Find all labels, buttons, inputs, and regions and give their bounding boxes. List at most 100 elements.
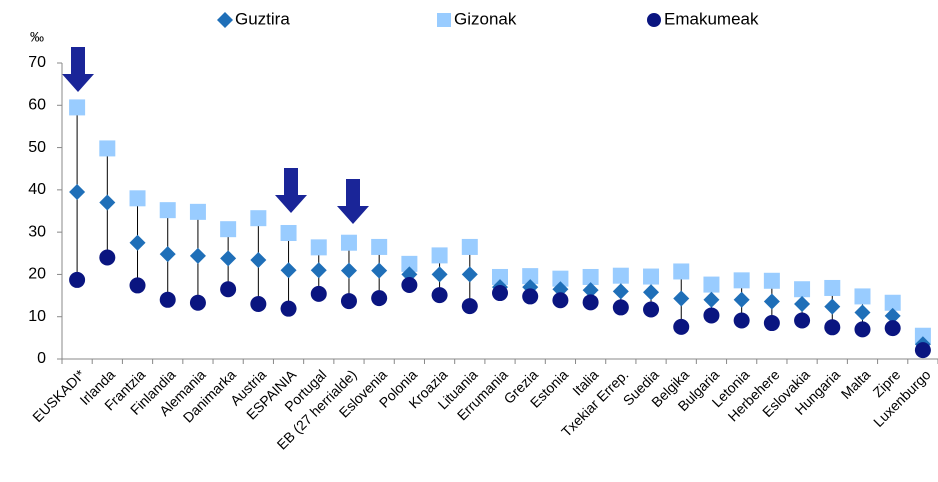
- arrow: [62, 47, 94, 92]
- legend-label: Emakumeak: [664, 9, 759, 28]
- marker-circle: [643, 301, 660, 318]
- marker-square: [371, 238, 388, 255]
- y-axis-unit: ‰: [30, 29, 44, 45]
- marker-circle: [220, 281, 237, 298]
- marker-circle: [763, 315, 780, 332]
- marker-square: [189, 203, 206, 220]
- marker-circle: [310, 285, 327, 302]
- marker-circle: [250, 296, 267, 313]
- marker-diamond: [703, 291, 720, 308]
- marker-diamond: [280, 262, 297, 279]
- marker-circle: [431, 287, 448, 304]
- y-tick-label: 0: [37, 350, 46, 367]
- marker-diamond: [552, 281, 569, 298]
- marker-circle: [824, 319, 841, 336]
- marker-square: [220, 221, 237, 238]
- marker-square: [854, 288, 871, 305]
- marker-diamond: [189, 247, 206, 264]
- y-tick-label: 60: [28, 97, 46, 114]
- marker-square: [522, 268, 539, 285]
- marker-square: [461, 238, 478, 255]
- marker-diamond: [854, 304, 871, 321]
- marker-circle: [854, 321, 871, 338]
- marker-square: [69, 99, 86, 116]
- marker-square: [824, 279, 841, 296]
- marker-circle: [612, 299, 629, 316]
- legend-marker: [647, 13, 661, 27]
- arrow: [337, 179, 369, 224]
- marker-square: [552, 270, 569, 287]
- marker-circle: [794, 312, 811, 329]
- marker-square: [129, 190, 146, 207]
- marker-circle: [99, 249, 116, 266]
- marker-circle: [703, 307, 720, 324]
- marker-circle: [69, 271, 86, 288]
- marker-square: [643, 268, 660, 285]
- marker-diamond: [159, 246, 176, 263]
- marker-square: [280, 224, 297, 241]
- marker-diamond: [220, 250, 237, 267]
- marker-circle: [371, 290, 388, 307]
- y-tick-label: 20: [28, 266, 46, 283]
- marker-circle: [733, 312, 750, 329]
- marker-square: [763, 272, 780, 289]
- marker-diamond: [371, 262, 388, 279]
- marker-diamond: [643, 284, 660, 301]
- y-tick-label: 70: [28, 54, 46, 71]
- marker-square: [582, 268, 599, 285]
- marker-circle: [552, 292, 569, 309]
- marker-square: [99, 140, 116, 157]
- marker-square: [401, 255, 418, 272]
- marker-diamond: [129, 234, 146, 251]
- marker-square: [159, 202, 176, 219]
- y-tick-label: 30: [28, 223, 46, 240]
- marker-circle: [129, 277, 146, 294]
- legend-label: Guztira: [235, 9, 290, 28]
- legend-label: Gizonak: [454, 9, 517, 28]
- marker-square: [794, 281, 811, 298]
- legend-marker: [437, 13, 451, 27]
- marker-square: [250, 210, 267, 227]
- arrow: [275, 168, 307, 213]
- y-tick-label: 40: [28, 181, 46, 198]
- marker-square: [673, 263, 690, 280]
- marker-square: [884, 294, 901, 311]
- marker-diamond: [250, 252, 267, 269]
- marker-square: [492, 268, 508, 285]
- marker-circle: [461, 298, 478, 315]
- arrows: [62, 47, 369, 224]
- marker-diamond: [884, 307, 901, 324]
- marker-circle: [340, 293, 357, 310]
- marker-diamond: [69, 183, 86, 200]
- marker-circle: [189, 294, 206, 311]
- marker-circle: [673, 318, 690, 335]
- y-tick-label: 10: [28, 308, 46, 325]
- marker-square: [612, 267, 629, 284]
- marker-square: [733, 272, 750, 289]
- marker-circle: [914, 342, 931, 359]
- marker-circle: [884, 320, 901, 337]
- marker-diamond: [582, 282, 599, 299]
- marker-diamond: [310, 262, 327, 279]
- marker-circle: [582, 294, 599, 311]
- marker-diamond: [340, 262, 357, 279]
- y-tick-label: 50: [28, 139, 46, 156]
- marker-circle: [522, 288, 539, 305]
- x-tick-label: Malta: [838, 366, 874, 402]
- marker-square: [914, 327, 931, 344]
- marker-circle: [280, 300, 297, 317]
- marker-square: [703, 276, 720, 293]
- marker-diamond: [99, 194, 116, 211]
- marker-circle: [159, 291, 176, 308]
- marker-diamond: [763, 293, 780, 310]
- marker-diamond: [431, 266, 448, 283]
- marker-diamond: [673, 290, 690, 307]
- marker-square: [310, 239, 327, 256]
- marker-diamond: [824, 298, 841, 315]
- marker-circle: [492, 285, 508, 302]
- legend-marker: [217, 12, 233, 28]
- marker-diamond: [733, 291, 750, 308]
- marker-square: [340, 234, 357, 251]
- marker-diamond: [461, 266, 478, 283]
- marker-diamond: [794, 296, 811, 313]
